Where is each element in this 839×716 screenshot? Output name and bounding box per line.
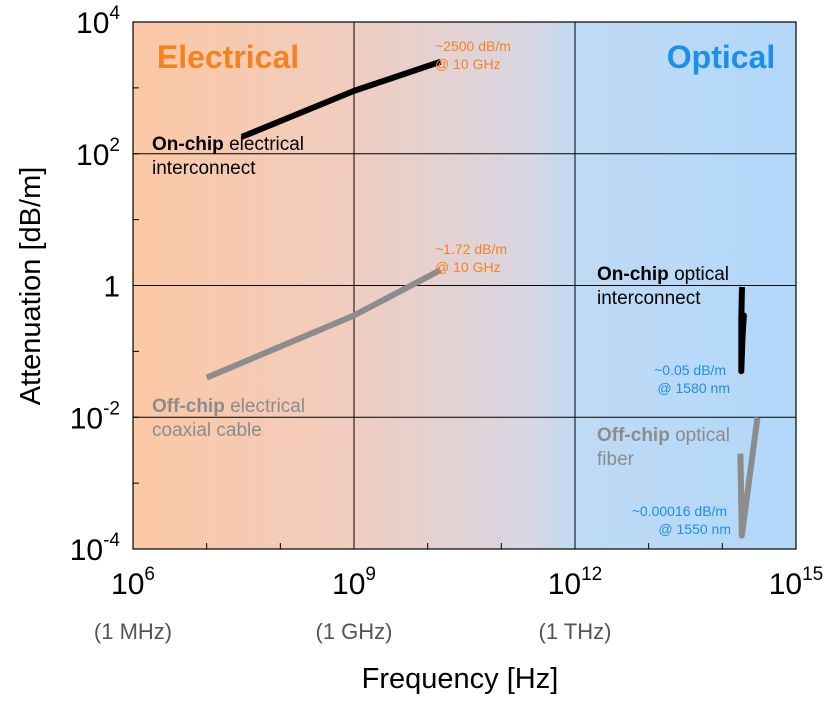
series-label-onchip-optical: On-chip optical interconnect xyxy=(597,264,734,309)
annotation-onchip-optical: ~0.05 dB/m @ 1580 nm xyxy=(654,362,730,396)
series-label-rest: electrical xyxy=(230,396,305,417)
x-tick-base: 10 xyxy=(332,568,365,601)
annotation-offchip-optical: ~0.00016 dB/m @ 1550 nm xyxy=(632,503,731,537)
x-tick-base: 10 xyxy=(548,568,581,601)
x-tick-label: 109 xyxy=(332,564,376,601)
y-tick-exponent: 2 xyxy=(109,135,120,156)
y-tick-exponent: 4 xyxy=(109,3,120,24)
x-tick-labels: 106(1 MHz)109(1 GHz)1012(1 THz)1015 xyxy=(94,564,823,644)
y-tick-label: 104 xyxy=(76,3,120,40)
series-label-line2: interconnect xyxy=(152,158,256,179)
y-tick-label: 1 xyxy=(103,271,120,304)
series-label-bold: On-chip xyxy=(597,264,669,285)
series-label-rest: optical xyxy=(675,425,730,446)
annotation-offchip-electrical: ~1.72 dB/m @ 10 GHz xyxy=(435,241,511,275)
y-tick-label: 10-2 xyxy=(70,398,120,435)
x-tick-label: 1015 xyxy=(769,564,824,601)
series-label-bold: Off-chip xyxy=(597,425,670,446)
x-tick-label: 106 xyxy=(111,564,155,601)
x-tick-exponent: 15 xyxy=(802,564,823,585)
minor-ticks xyxy=(132,87,723,550)
x-tick-exponent: 6 xyxy=(144,564,155,585)
x-tick-base: 10 xyxy=(111,568,144,601)
series-label-onchip-electrical: On-chip electrical interconnect xyxy=(152,134,309,179)
series-label-line2: interconnect xyxy=(597,288,701,309)
annotation-line1: ~0.05 dB/m xyxy=(654,362,726,378)
series-label-bold: On-chip xyxy=(152,134,224,155)
grid-lines xyxy=(133,22,796,549)
x-tick-sublabel: (1 GHz) xyxy=(316,619,393,644)
series-line-3 xyxy=(737,416,761,539)
series-label-line2: fiber xyxy=(597,449,635,470)
y-tick-label: 10-4 xyxy=(70,530,121,567)
region-label-electrical: Electrical xyxy=(157,39,299,75)
annotation-line2: @ 10 GHz xyxy=(435,56,501,72)
y-tick-base: 1 xyxy=(103,271,120,304)
x-tick-label: 1012 xyxy=(548,564,603,601)
annotation-onchip-electrical: ~2500 dB/m @ 10 GHz xyxy=(435,38,515,72)
y-tick-base: 10 xyxy=(76,7,109,40)
x-tick-sublabel: (1 THz) xyxy=(539,619,612,644)
x-tick-base: 10 xyxy=(769,568,802,601)
y-tick-base: 10 xyxy=(70,534,103,567)
y-tick-exponent: -4 xyxy=(103,530,120,551)
annotation-line1: ~0.00016 dB/m xyxy=(632,503,727,519)
annotation-line2: @ 1580 nm xyxy=(657,380,730,396)
series-label-offchip-optical: Off-chip optical fiber xyxy=(597,425,735,470)
series-line-0 xyxy=(240,58,442,140)
annotation-line2: @ 10 GHz xyxy=(435,259,501,275)
series-label-line2: coaxial cable xyxy=(152,420,262,441)
series-line-2 xyxy=(738,286,747,375)
series-label-offchip-electrical: Off-chip electrical coaxial cable xyxy=(152,396,310,441)
y-tick-exponent: -2 xyxy=(103,398,120,419)
x-tick-sublabel: (1 MHz) xyxy=(94,619,172,644)
x-tick-exponent: 9 xyxy=(365,564,376,585)
y-tick-base: 10 xyxy=(70,402,103,435)
series-label-rest: electrical xyxy=(229,134,304,155)
x-axis-label: Frequency [Hz] xyxy=(362,663,559,695)
annotation-line2: @ 1550 nm xyxy=(658,521,731,537)
series-label-rest: optical xyxy=(674,264,729,285)
x-tick-exponent: 12 xyxy=(581,564,602,585)
y-axis-label: Attenuation [dB/m] xyxy=(15,167,47,406)
annotation-line1: ~1.72 dB/m xyxy=(435,241,507,257)
annotation-line1: ~2500 dB/m xyxy=(435,38,511,54)
region-label-optical: Optical xyxy=(667,39,775,75)
series-label-bold: Off-chip xyxy=(152,396,225,417)
series-line-1 xyxy=(205,267,442,381)
y-tick-label: 102 xyxy=(76,135,120,172)
series-layer xyxy=(205,58,761,539)
y-tick-base: 10 xyxy=(76,139,109,172)
